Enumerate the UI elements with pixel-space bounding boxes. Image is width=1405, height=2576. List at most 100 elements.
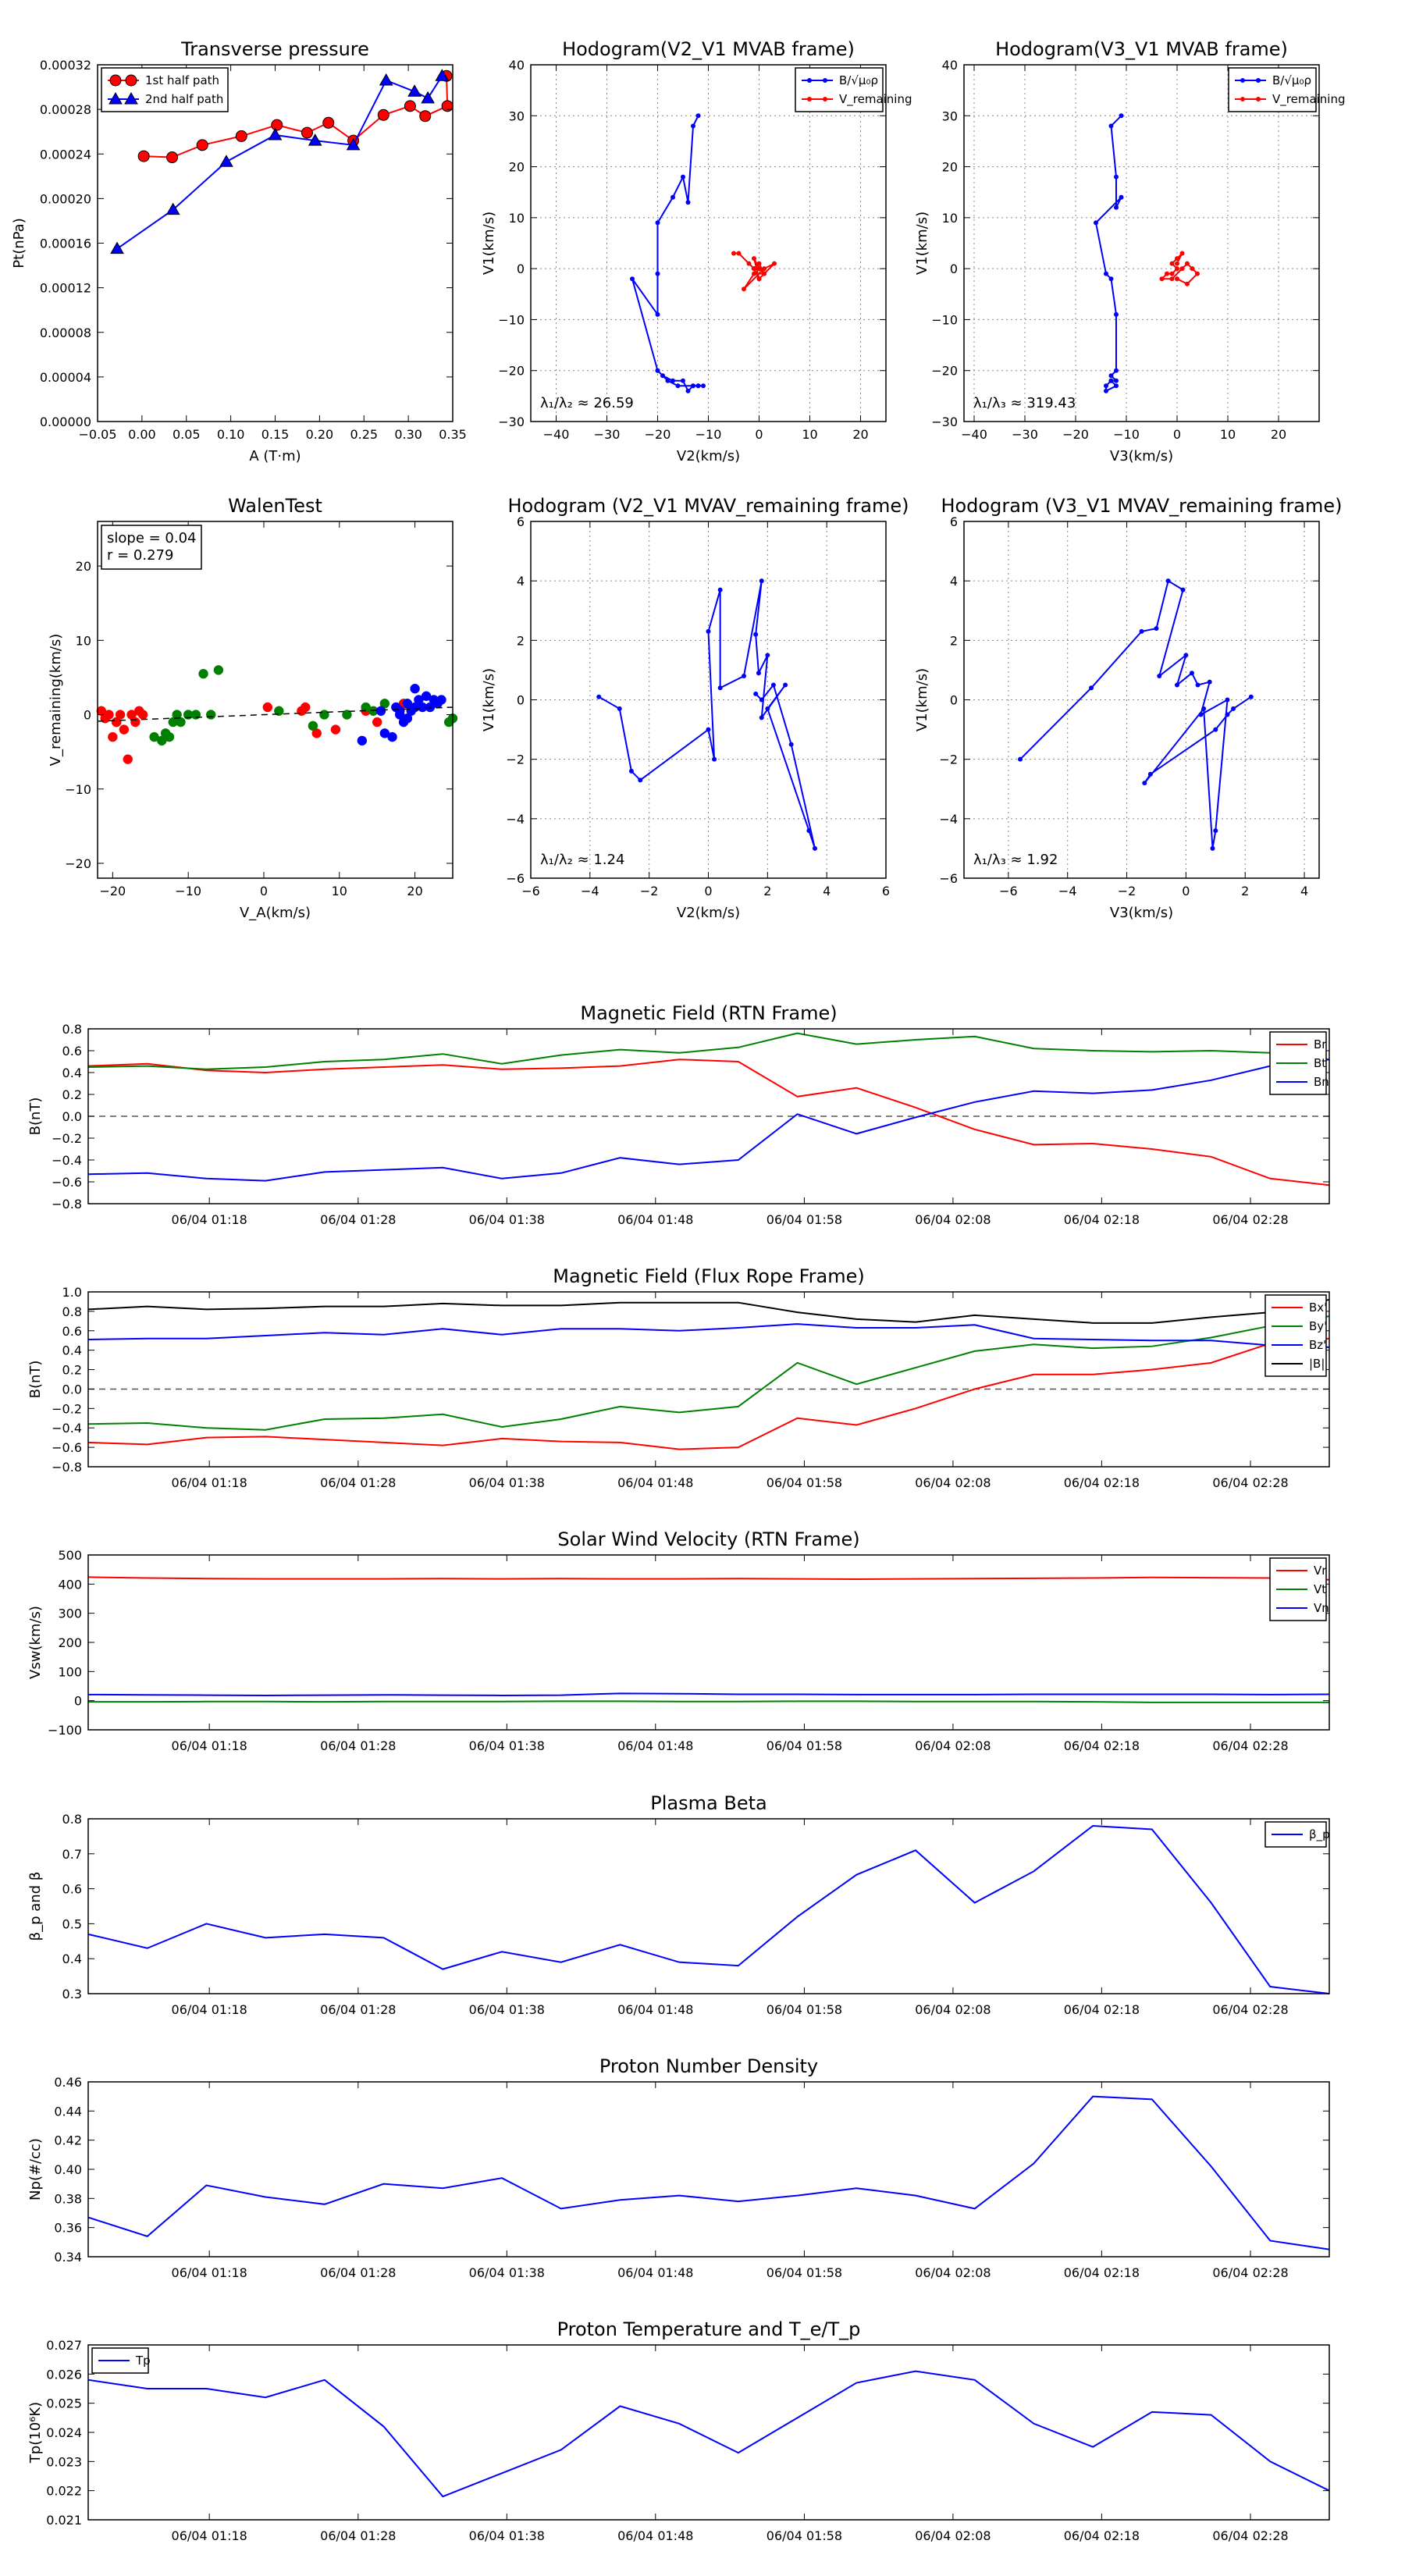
- y-tick-label: 500: [58, 1548, 82, 1563]
- x-tick-label: 20: [1271, 427, 1286, 442]
- legend: Tp: [91, 2347, 151, 2374]
- x-tick-label: 06/04 02:28: [1212, 1475, 1288, 1490]
- y-tick-label: −10: [931, 312, 958, 327]
- x-tick-label: 0.00: [128, 427, 156, 442]
- y-axis-label: V1(km/s): [914, 212, 930, 275]
- x-tick-label: 06/04 01:28: [320, 2002, 396, 2017]
- x-tick-label: 06/04 01:58: [767, 1212, 842, 1227]
- data-point: [756, 261, 762, 266]
- data-point: [1169, 261, 1175, 266]
- y-tick-label: 6: [517, 514, 525, 529]
- y-tick-label: 0.8: [62, 1304, 82, 1319]
- data-point: [695, 383, 701, 389]
- data-point: [753, 691, 759, 696]
- data-point: [655, 220, 660, 226]
- series-line-0: [87, 1824, 1330, 1994]
- y-tick-label: 0.00012: [40, 281, 91, 296]
- x-tick-label: −30: [594, 427, 621, 442]
- data-point: [1225, 712, 1230, 717]
- data-point: [410, 683, 420, 694]
- stats-box: [101, 525, 202, 570]
- x-tick-label: 06/04 01:18: [172, 1475, 247, 1490]
- data-point: [402, 713, 413, 724]
- y-tick-label: 0.00024: [40, 147, 91, 162]
- x-tick-label: 10: [332, 884, 347, 898]
- y-tick-label: 0: [84, 708, 91, 723]
- data-point: [1147, 771, 1153, 777]
- x-tick-label: 2: [763, 884, 771, 898]
- data-point: [806, 828, 812, 834]
- chart-title: Hodogram (V3_V1 MVAV_remaining frame): [941, 495, 1342, 517]
- ratio-annotation: λ₁/λ₂ ≈ 1.24: [540, 852, 624, 868]
- x-axis-label: A (T·m): [249, 448, 301, 464]
- legend: Bx' By' Bz' |B|: [1264, 1294, 1327, 1377]
- legend-label: V_remaining: [1272, 92, 1346, 107]
- series-2: [357, 683, 446, 746]
- x-tick-label: 06/04 01:18: [172, 1738, 247, 1753]
- y-tick-label: 0.022: [46, 2484, 82, 2499]
- y-tick-label: 200: [58, 1635, 82, 1650]
- solar-wind-velocity-chart: Solar Wind Velocity (RTN Frame) −100 0 100 2…: [27, 1528, 1330, 1753]
- x-tick-label: 0.35: [439, 427, 467, 442]
- legend: Vr Vt Vn: [1269, 1557, 1329, 1621]
- y-tick-label: 0: [74, 1694, 82, 1709]
- legend-label: 2nd half path: [145, 92, 223, 106]
- series-line-0: [87, 2370, 1330, 2498]
- chart-title: Solar Wind Velocity (RTN Frame): [557, 1528, 859, 1550]
- y-tick-label: −0.2: [52, 1401, 82, 1416]
- data-point: [596, 694, 602, 699]
- legend-marker: [823, 78, 827, 83]
- x-tick-label: 06/04 01:28: [320, 2528, 396, 2543]
- data-point: [110, 241, 124, 254]
- x-tick-label: 06/04 01:48: [617, 1475, 693, 1490]
- y-tick-label: −2: [506, 753, 525, 767]
- x-tick-label: 06/04 02:18: [1064, 1212, 1140, 1227]
- data-point: [130, 717, 140, 728]
- x-tick-label: 06/04 02:08: [915, 2265, 991, 2280]
- x-tick-label: 20: [852, 427, 868, 442]
- walen-test-chart: WalenTest −20 −10 0 10 20 −20 −10 0 10 20 V_A(km/s)…: [48, 495, 458, 921]
- x-tick-label: 06/04 01:18: [172, 2528, 247, 2543]
- x-tick-label: 06/04 01:18: [172, 2265, 247, 2280]
- series-line: [631, 115, 703, 393]
- y-tick-label: 0.6: [62, 1882, 82, 1897]
- data-point: [731, 251, 736, 256]
- y-tick-label: −20: [931, 364, 958, 379]
- data-point: [759, 697, 764, 703]
- y-tick-label: 20: [942, 160, 958, 175]
- y-tick-label: 0.4: [62, 1952, 82, 1966]
- legend-box: [1228, 67, 1317, 112]
- data-point: [213, 665, 224, 675]
- legend-label: |B|: [1309, 1357, 1325, 1371]
- chart-title: Plasma Beta: [650, 1792, 767, 1814]
- y-axis-label: V1(km/s): [914, 668, 930, 731]
- chart-title: Magnetic Field (RTN Frame): [580, 1002, 837, 1024]
- data-point: [685, 200, 691, 205]
- data-point: [1195, 271, 1200, 276]
- x-tick-label: −6: [521, 884, 540, 898]
- x-tick-label: −6: [999, 884, 1018, 898]
- y-tick-label: 0.36: [54, 2221, 82, 2236]
- y-tick-label: −20: [498, 364, 525, 379]
- legend-marker: [108, 91, 123, 105]
- hodogram-v2v1-mvav-chart: Hodogram (V2_V1 MVAV_remaining frame)−6−…: [481, 495, 909, 921]
- y-axis-label: B(nT): [27, 1098, 44, 1136]
- x-tick-label: 06/04 01:58: [767, 2528, 842, 2543]
- y-tick-label: −4: [506, 812, 525, 827]
- plot-frame: [87, 1554, 1330, 1731]
- data-point: [262, 702, 273, 713]
- y-tick-label: 0: [950, 693, 958, 708]
- data-point: [1114, 383, 1119, 389]
- data-point: [308, 133, 322, 146]
- x-tick-label: 0.10: [217, 427, 245, 442]
- plot-frame: [87, 1818, 1330, 1994]
- plot-frame: [963, 64, 1320, 422]
- proton-number-density-chart: Proton Number Density 0.34 0.36 0.38 0.40 0.4…: [27, 2055, 1330, 2280]
- x-tick-label: 06/04 01:58: [767, 2002, 842, 2017]
- y-tick-label: 6: [950, 514, 958, 529]
- ratio-annotation: λ₁/λ₃ ≈ 1.92: [973, 852, 1058, 868]
- data-point: [762, 271, 767, 276]
- x-tick-label: 10: [1220, 427, 1236, 442]
- y-tick-label: 0.023: [46, 2454, 82, 2469]
